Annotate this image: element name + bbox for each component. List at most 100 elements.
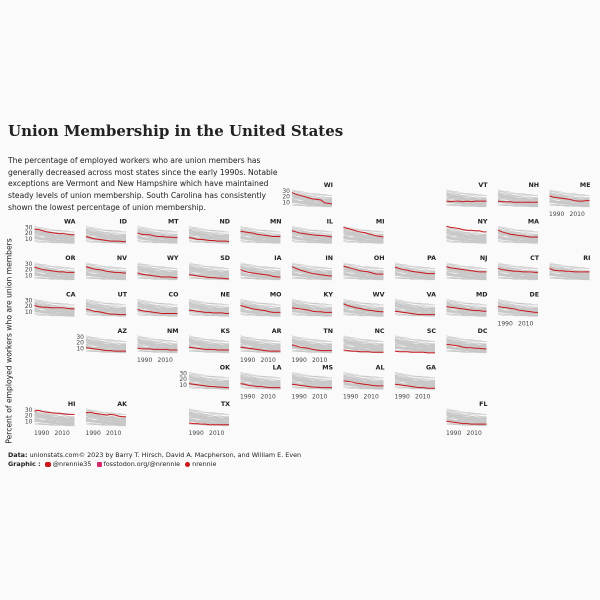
background-series-line [291, 386, 332, 389]
background-series-line [446, 194, 487, 201]
background-series-line [34, 298, 75, 306]
caption: Data: unionstats.com© 2023 by Barry T. H… [8, 451, 301, 469]
background-series-line [188, 313, 229, 316]
background-series-line [137, 276, 178, 280]
background-series-line [85, 232, 126, 237]
series-line-mt [137, 232, 178, 239]
background-series-line [34, 277, 75, 281]
background-series-line [394, 298, 435, 306]
background-series-line [291, 343, 332, 350]
background-series-line [343, 274, 384, 279]
background-series-line [188, 373, 229, 379]
background-series-line [497, 194, 538, 201]
y-tick-label: 30 [179, 370, 187, 377]
y-tick-label: 20 [25, 230, 33, 237]
background-series-line [137, 274, 178, 279]
background-series-line [394, 314, 435, 317]
background-series-line [291, 380, 332, 387]
background-series-line [85, 338, 126, 345]
background-series-line [240, 265, 281, 272]
background-series-line [188, 423, 229, 427]
state-label: HI [68, 401, 76, 408]
background-series-line [85, 313, 126, 316]
mastodon-handle: fosstodon.org/@nrennie [103, 460, 181, 468]
background-series-line [291, 191, 332, 196]
background-series-line [291, 303, 332, 311]
background-series-line [394, 313, 435, 316]
x-tick-label: 2010 [106, 430, 121, 437]
background-series-line [446, 423, 487, 427]
background-series-line [394, 274, 435, 279]
background-series-line [343, 337, 384, 342]
background-series-line [85, 423, 126, 427]
panel-in: IN [291, 255, 333, 281]
background-series-line [446, 201, 487, 206]
series-line-ny [446, 225, 487, 233]
background-series-line [240, 376, 281, 384]
background-series-line [446, 414, 487, 419]
background-series-line [34, 240, 75, 243]
background-series-line [137, 298, 178, 306]
background-series-line [85, 314, 126, 317]
background-series-line [343, 305, 384, 310]
y-tick-label: 30 [25, 407, 33, 414]
series-line-nh [497, 200, 538, 203]
x-tick-label: 2010 [364, 394, 379, 401]
panel-ga: GA 1990 2010 [395, 365, 437, 401]
background-series-line [549, 274, 590, 279]
x-tick-label: 1990 [34, 430, 49, 437]
series-line-or [34, 266, 75, 273]
state-label: MT [168, 219, 179, 226]
series-line-ia [240, 269, 281, 278]
background-series-line [343, 276, 384, 280]
series-line-ri [549, 267, 590, 273]
background-series-line [137, 349, 178, 353]
background-series-line [85, 274, 126, 279]
panel-mi: MI [343, 219, 385, 244]
background-series-line [446, 408, 487, 415]
background-series-line [446, 350, 487, 354]
state-label: VA [427, 292, 436, 299]
background-series-line [394, 264, 435, 269]
panel-ky: KY [291, 292, 333, 317]
background-series-line [240, 335, 281, 342]
x-tick-label: 1990 [240, 394, 255, 401]
state-label: VT [478, 182, 488, 189]
graphic-credit-label: Graphic : [8, 460, 41, 468]
background-series-line [188, 314, 229, 317]
background-series-line [343, 307, 384, 314]
background-series-line [394, 270, 435, 277]
background-series-line [343, 230, 384, 238]
state-label: TX [221, 401, 230, 408]
background-series-line [240, 340, 281, 347]
state-label: KS [221, 328, 231, 335]
state-label: WI [324, 182, 333, 189]
background-series-line [34, 413, 75, 420]
panel-la: LA 1990 2010 [240, 365, 282, 401]
background-series-line [446, 338, 487, 345]
background-series-line [291, 347, 332, 352]
background-series-line [188, 410, 229, 415]
panel-ne: NE [188, 292, 230, 317]
github-handle: nrennie [192, 460, 217, 468]
state-label: OH [374, 255, 385, 262]
background-series-line [446, 267, 487, 274]
background-series-line [497, 229, 538, 235]
background-series-line [291, 373, 332, 379]
x-tick-label: 2010 [570, 211, 585, 218]
background-series-line [291, 265, 332, 272]
x-tick-label: 1990 [86, 430, 101, 437]
x-tick-label: 1990 [343, 394, 358, 401]
panel-nm: NM 1990 2010 [137, 328, 178, 364]
background-series-line [85, 349, 126, 353]
background-series-line [34, 314, 75, 317]
series-line-ky [291, 307, 332, 313]
background-series-line [291, 241, 332, 244]
panel-ct: CT [497, 255, 540, 281]
chart-title: Union Membership in the United States [8, 122, 344, 140]
background-series-line [188, 238, 229, 242]
background-series-line [343, 347, 384, 352]
panel-fl: FL 1990 2010 [446, 401, 487, 437]
background-series-line [188, 234, 229, 241]
background-series-line [343, 270, 384, 277]
